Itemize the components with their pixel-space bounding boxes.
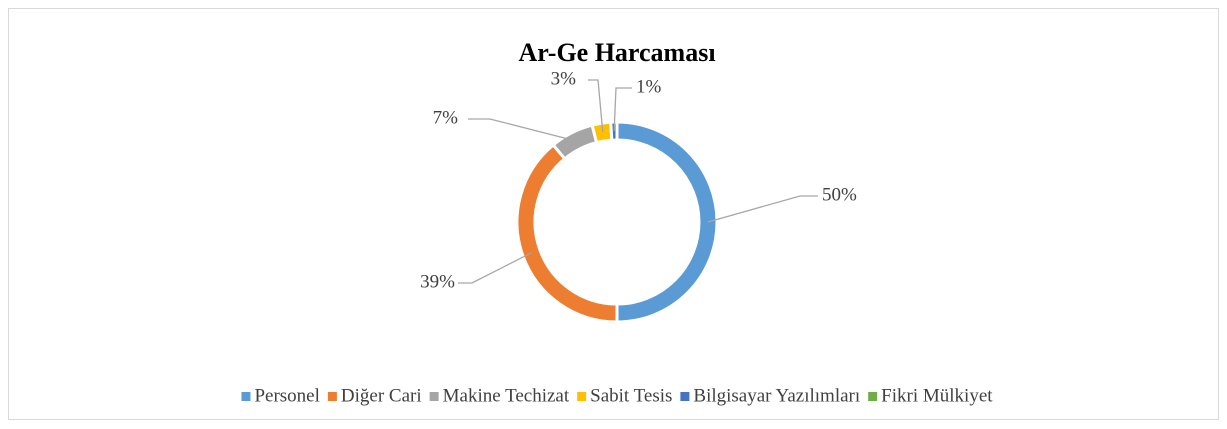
legend-label: Makine Techizat — [443, 385, 570, 406]
legend-swatch — [429, 392, 439, 401]
legend-swatch — [577, 392, 587, 401]
leader-line — [707, 195, 818, 223]
chart-title: Ar-Ge Harcaması — [518, 38, 715, 67]
data-label: 1% — [636, 76, 662, 97]
data-label: 3% — [551, 68, 577, 89]
legend-swatch — [868, 392, 878, 401]
legend-swatch — [241, 392, 251, 401]
legend: Personel Diğer Cari Makine Techizat Sabit T… — [241, 385, 993, 406]
data-label: 50% — [822, 184, 857, 205]
data-label: 39% — [420, 271, 455, 292]
legend-label: Personel — [254, 385, 319, 406]
data-label: 7% — [433, 107, 459, 128]
leader-line — [458, 252, 532, 284]
legend-label: Fikri Mülkiyet — [881, 385, 993, 406]
leader-line — [588, 79, 604, 133]
leader-line — [613, 87, 632, 132]
leader-line — [468, 118, 576, 142]
legend-swatch — [680, 392, 690, 401]
legend-label: Bilgisayar Yazılımları — [693, 385, 860, 406]
legend-label: Sabit Tesis — [590, 385, 672, 406]
chart-frame — [8, 8, 1219, 420]
legend-swatch — [327, 392, 337, 401]
legend-label: Diğer Cari — [341, 385, 422, 406]
